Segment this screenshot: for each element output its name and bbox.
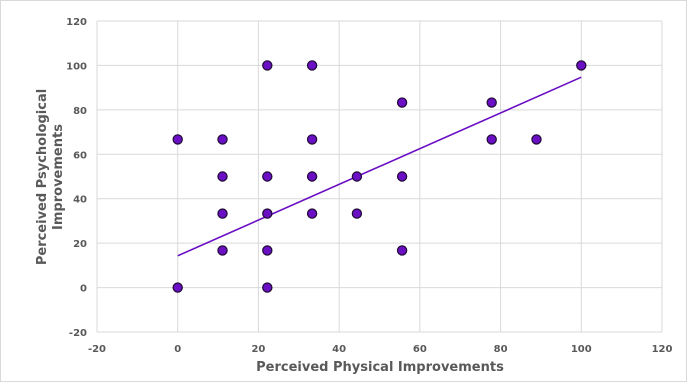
data-point	[306, 60, 318, 71]
data-point	[351, 208, 363, 219]
y-tick-label: 60	[73, 150, 87, 161]
x-tick-label: 80	[494, 344, 508, 355]
data-point	[531, 134, 542, 145]
trendline-group	[177, 76, 582, 257]
x-axis-title: Perceived Physical Improvements	[256, 360, 504, 375]
data-point	[396, 245, 408, 256]
data-point	[262, 60, 273, 71]
y-axis-title-line-2: Improvements	[51, 124, 66, 230]
x-tick-label: -20	[88, 344, 106, 355]
data-point	[217, 208, 228, 219]
data-points	[172, 60, 587, 293]
data-point	[172, 134, 183, 145]
data-point	[396, 97, 408, 108]
x-tick-label: 60	[413, 344, 427, 355]
data-point	[262, 171, 273, 182]
data-point	[576, 60, 587, 71]
y-axis-title-line-1: Perceived Psychological	[35, 89, 50, 265]
data-point	[306, 208, 318, 219]
data-point	[262, 245, 273, 256]
y-axis-title: Perceived Psychological Improvements	[35, 89, 66, 265]
data-point	[217, 171, 228, 182]
data-point	[486, 97, 497, 108]
data-point	[486, 134, 497, 145]
data-point	[351, 171, 363, 182]
data-point	[262, 208, 273, 219]
x-tick-label: 120	[652, 344, 673, 355]
y-tick-label: 80	[73, 106, 87, 117]
x-tick-label: 40	[332, 344, 346, 355]
data-point	[396, 171, 408, 182]
x-tick-label: 0	[174, 344, 181, 355]
axis-ticks: -20 0 20 40 60 80 100 120 -20 0 20 40 60 80 100 120	[66, 17, 672, 355]
x-tick-label: 100	[571, 344, 592, 355]
y-tick-label: 40	[73, 195, 87, 206]
x-tick-label: 20	[251, 344, 265, 355]
y-tick-label: -20	[69, 328, 87, 339]
data-point	[172, 282, 183, 293]
data-point	[262, 282, 273, 293]
y-tick-label: 100	[66, 61, 87, 72]
data-point	[306, 134, 318, 145]
data-point	[217, 245, 228, 256]
grid-lines	[96, 20, 663, 333]
trendline	[177, 76, 582, 257]
y-tick-label: 0	[80, 284, 87, 295]
data-point	[217, 134, 228, 145]
data-point	[306, 171, 318, 182]
y-tick-label: 20	[73, 239, 87, 250]
y-tick-label: 120	[66, 17, 87, 28]
